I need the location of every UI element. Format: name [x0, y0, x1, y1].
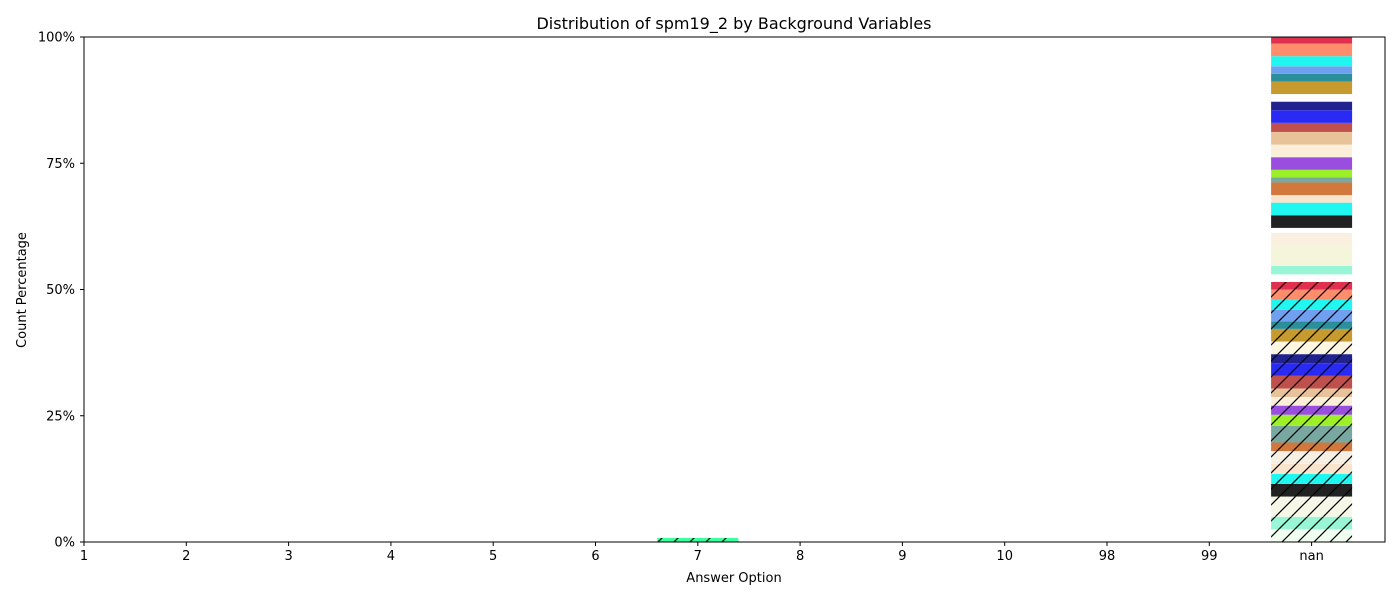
- bar-segment-nan-40: [1271, 101, 1353, 111]
- bar-segment-hatch-nan-19: [1271, 321, 1353, 329]
- x-tick-label-98: 98: [1099, 549, 1116, 564]
- bar-segment-hatch-nan-20: [1271, 309, 1353, 322]
- plot-frame: [83, 36, 1386, 543]
- y-axis-label: Count Percentage: [15, 232, 30, 348]
- y-tick-label-0: 0%: [54, 536, 75, 551]
- bar-segment-nan-46: [1271, 43, 1353, 57]
- y-tick-label-50: 50%: [46, 283, 75, 298]
- y-axis-ticks: 0% 25% 50% 75% 100%: [38, 31, 84, 551]
- bar-segment-nan-35: [1271, 157, 1353, 170]
- bar-segment-nan-44: [1271, 66, 1353, 74]
- bar-segment-nan-29: [1271, 215, 1353, 228]
- y-tick-label-25: 25%: [46, 409, 75, 424]
- bar-segment-hatch-nan-15: [1271, 363, 1353, 376]
- bar-segment-hatch-nan-10: [1271, 414, 1353, 426]
- bar-segment-nan-32: [1271, 182, 1353, 196]
- x-tick-label-3: 3: [284, 549, 292, 564]
- bar-segment-hatch-nan-3: [1271, 496, 1353, 517]
- bar-segment-nan-26: [1271, 245, 1353, 266]
- bar-segment-hatch-7-0: [657, 537, 739, 542]
- x-tick-label-1: 1: [80, 549, 88, 564]
- y-tick-label-100: 100%: [38, 31, 75, 46]
- bar-segment-hatch-nan-5: [1271, 473, 1353, 484]
- bar-segment-nan-24: [1271, 274, 1353, 282]
- x-tick-label-8: 8: [796, 549, 804, 564]
- x-tick-label-9: 9: [898, 549, 906, 564]
- bar-segment-hatch-nan-17: [1271, 341, 1353, 355]
- bar-segment-hatch-nan-8: [1271, 442, 1353, 452]
- x-tick-label-4: 4: [387, 549, 395, 564]
- bar-segment-hatch-nan-14: [1271, 375, 1353, 389]
- x-tick-label-10: 10: [996, 549, 1013, 564]
- bar-segment-hatch-nan-16: [1271, 354, 1353, 364]
- x-tick-label-7: 7: [694, 549, 702, 564]
- bar-segment-nan-31: [1271, 195, 1353, 203]
- y-tick-label-75: 75%: [46, 157, 75, 172]
- bar-segment-nan-30: [1271, 202, 1353, 216]
- bar-segment-hatch-nan-18: [1271, 328, 1353, 342]
- bar-segment-nan-33: [1271, 177, 1353, 183]
- bar-segment-nan-34: [1271, 169, 1353, 178]
- bar-segment-hatch-nan-12: [1271, 397, 1353, 406]
- chart-title: Distribution of spm19_2 by Background Va…: [536, 14, 931, 34]
- bar-segment-nan-41: [1271, 94, 1353, 102]
- bar-segment-hatch-nan-13: [1271, 388, 1353, 398]
- bar-segment-hatch-nan-11: [1271, 405, 1353, 415]
- bar-segment-nan-45: [1271, 56, 1353, 67]
- x-tick-label-6: 6: [591, 549, 599, 564]
- bar-segment-hatch-nan-21: [1271, 299, 1353, 310]
- bar-segment-hatch-nan-7: [1271, 451, 1353, 464]
- bar-segment-nan-38: [1271, 122, 1353, 132]
- bar-segment-hatch-nan-4: [1271, 483, 1353, 497]
- bar-segment-nan-27: [1271, 232, 1353, 246]
- x-axis-label: Answer Option: [686, 571, 781, 586]
- x-axis-ticks: 1 2 3 4 5 6 7 8 9 10 98 99 nan: [80, 542, 1324, 564]
- x-tick-label-2: 2: [182, 549, 190, 564]
- bar-segment-hatch-nan-2: [1271, 516, 1353, 530]
- bar-segment-nan-42: [1271, 81, 1353, 95]
- bar-segment-hatch-nan-1: [1271, 529, 1353, 542]
- x-tick-label-5: 5: [489, 549, 497, 564]
- bar-segment-nan-36: [1271, 144, 1353, 158]
- x-tick-label-99: 99: [1201, 549, 1218, 564]
- bar-segment-nan-43: [1271, 73, 1353, 82]
- bar-segment-nan-28: [1271, 227, 1353, 233]
- bar-segments: [657, 37, 1353, 542]
- bar-segment-nan-47: [1271, 37, 1353, 44]
- bar-segment-hatch-nan-22: [1271, 289, 1353, 300]
- x-tick-label-nan: nan: [1299, 549, 1323, 564]
- bar-segment-nan-25: [1271, 265, 1353, 275]
- bar-segment-hatch-nan-9: [1271, 425, 1353, 443]
- bar-segment-nan-39: [1271, 110, 1353, 123]
- bar-segment-hatch-nan-6: [1271, 463, 1353, 474]
- bar-segment-nan-37: [1271, 131, 1353, 145]
- bar-segment-hatch-nan-23: [1271, 281, 1353, 290]
